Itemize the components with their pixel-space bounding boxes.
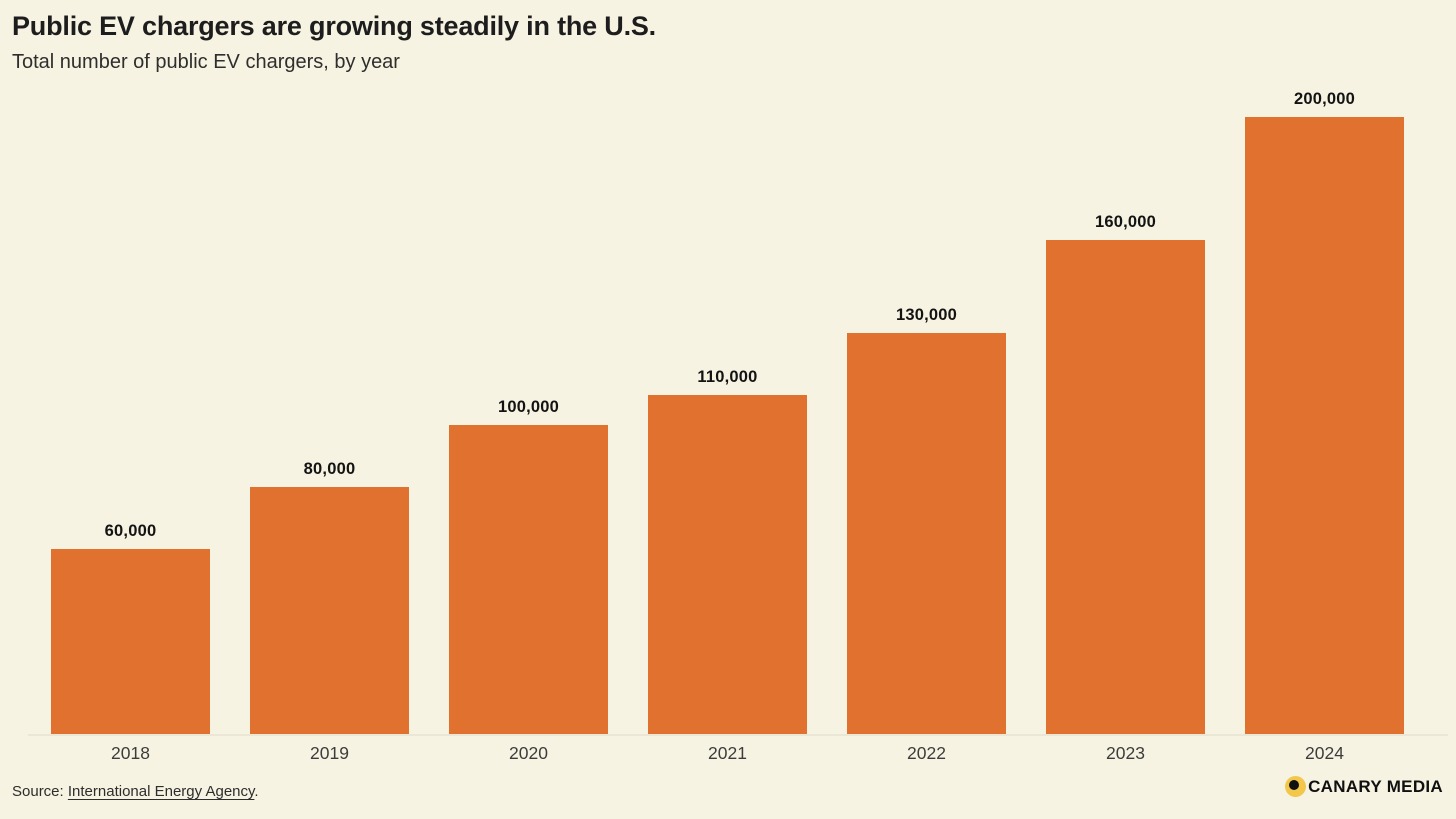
bar: [1245, 117, 1404, 734]
bar-group: 110,000: [648, 368, 807, 734]
plot-area: 60,000 80,000 100,000 110,000 130,000 16…: [28, 90, 1448, 736]
x-axis-label: 2020: [509, 743, 548, 763]
logo-text: CANARY MEDIA: [1308, 776, 1443, 796]
bar-value-label: 100,000: [497, 398, 560, 417]
chart-subtitle: Total number of public EV chargers, by y…: [12, 51, 400, 73]
bar: [1046, 240, 1205, 734]
bar-group: 200,000: [1245, 90, 1404, 734]
x-axis-label: 2023: [1106, 743, 1145, 763]
source-suffix: .: [254, 783, 259, 800]
bar-value-label: 160,000: [1094, 213, 1157, 232]
bar-value-label: 130,000: [895, 306, 958, 325]
x-axis: 2018 2019 2020 2021 2022 2023 2024: [28, 743, 1448, 764]
x-axis-label: 2018: [111, 743, 150, 763]
x-axis-label: 2024: [1305, 743, 1344, 763]
x-axis-label: 2019: [310, 743, 349, 763]
source-prefix: Source:: [12, 783, 68, 800]
bar: [449, 425, 608, 734]
bar-group: 130,000: [847, 306, 1006, 734]
chart-header: Public EV chargers are growing steadily …: [12, 11, 656, 74]
x-axis-label: 2022: [907, 743, 946, 763]
bar: [847, 333, 1006, 734]
x-axis-label: 2021: [708, 743, 747, 763]
canary-media-logo: CANARY MEDIA: [1285, 776, 1443, 797]
bar-value-label: 110,000: [697, 368, 758, 387]
chart-title: Public EV chargers are growing steadily …: [12, 11, 656, 41]
bar-group: 80,000: [250, 460, 409, 734]
bar-group: 160,000: [1046, 213, 1205, 734]
source-link[interactable]: International Energy Agency: [67, 783, 255, 800]
bar-group: 100,000: [449, 398, 608, 734]
bar: [648, 395, 807, 734]
source-note: Source: International Energy Agency.: [12, 783, 259, 800]
bar: [51, 549, 210, 734]
logo-dot-icon: [1289, 780, 1300, 790]
bar-value-label: 80,000: [303, 460, 356, 479]
logo-mark-icon: [1285, 776, 1307, 797]
bar-value-label: 60,000: [104, 522, 157, 541]
bar: [250, 487, 409, 734]
bar-group: 60,000: [51, 522, 210, 734]
bar-value-label: 200,000: [1293, 90, 1356, 109]
